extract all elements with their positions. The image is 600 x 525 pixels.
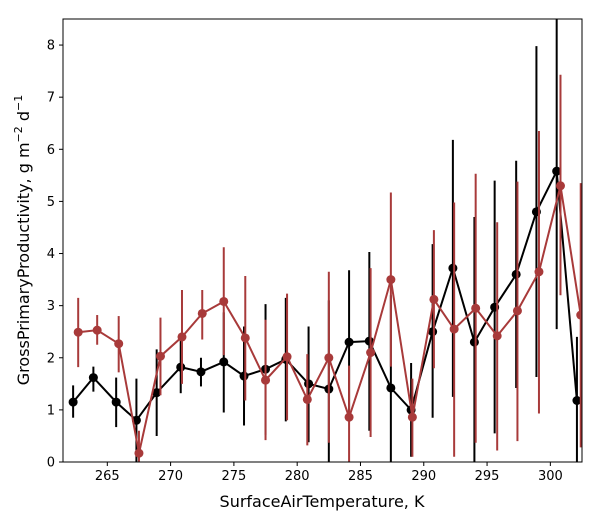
data-point (512, 306, 522, 316)
data-point (366, 348, 376, 358)
series-0 (68, 19, 582, 462)
y-axis-label-sup1: −2 (12, 126, 25, 142)
data-point (534, 267, 544, 277)
data-point (88, 373, 98, 383)
x-tick-label: 285 (348, 469, 373, 484)
x-tick-label: 300 (538, 469, 563, 484)
series-line (72, 167, 578, 422)
data-point (73, 327, 83, 337)
series-1 (73, 74, 582, 462)
y-axis-label-main: GrossPrimaryProductivity, g m (14, 142, 33, 385)
y-axis-label-mid: d (14, 111, 33, 126)
data-point (344, 337, 354, 347)
y-tick-label: 4 (47, 247, 55, 262)
data-point (469, 337, 479, 347)
x-axis-label: SurfaceAirTemperature, K (220, 492, 425, 511)
data-point (240, 333, 250, 343)
data-point (68, 397, 78, 407)
x-tick-label: 280 (285, 469, 310, 484)
data-point (304, 379, 314, 389)
data-point (511, 269, 521, 279)
y-tick-label: 6 (47, 143, 55, 158)
data-point (111, 397, 121, 407)
data-point (197, 308, 207, 318)
data-point (449, 324, 459, 334)
x-tick-label: 295 (475, 469, 500, 484)
data-point (155, 351, 165, 361)
x-axis: 265 270 275 280 285 290 295 300 (95, 462, 563, 484)
data-point (572, 396, 582, 406)
data-point (152, 388, 162, 398)
plot-area (68, 19, 582, 462)
y-tick-label: 8 (47, 39, 55, 54)
y-tick-label: 5 (47, 195, 55, 210)
x-tick-label: 275 (221, 469, 246, 484)
data-point (282, 352, 292, 362)
y-axis: 0 1 2 3 4 5 6 7 8 (47, 39, 63, 471)
data-point (576, 310, 582, 320)
data-point (196, 367, 206, 377)
data-point (386, 383, 396, 393)
data-point (92, 325, 102, 335)
data-point (176, 362, 186, 372)
y-tick-label: 7 (47, 91, 55, 106)
y-tick-label: 2 (47, 351, 55, 366)
data-point (429, 294, 439, 304)
plot-frame (62, 18, 583, 463)
data-point (261, 375, 271, 385)
data-point (219, 357, 229, 367)
data-point (448, 263, 458, 273)
data-point (386, 275, 396, 285)
data-point (407, 412, 417, 422)
data-point (552, 166, 562, 176)
data-point (177, 332, 187, 342)
x-tick-label: 290 (411, 469, 436, 484)
data-point (302, 394, 312, 404)
y-axis-label: GrossPrimaryProductivity, g m−2 d−1 (12, 95, 33, 385)
data-point (492, 331, 502, 341)
x-tick-label: 270 (158, 469, 183, 484)
y-tick-label: 0 (47, 456, 55, 471)
data-point (344, 412, 354, 422)
y-axis-label-sup2: −1 (12, 95, 25, 111)
data-point (555, 181, 565, 191)
data-point (239, 371, 249, 381)
data-point (219, 296, 229, 306)
y-tick-label: 3 (47, 299, 55, 314)
data-point (134, 448, 144, 458)
data-point (114, 339, 124, 349)
y-tick-label: 1 (47, 403, 55, 418)
x-tick-label: 265 (95, 469, 120, 484)
data-point (324, 353, 334, 363)
data-point (471, 303, 481, 313)
